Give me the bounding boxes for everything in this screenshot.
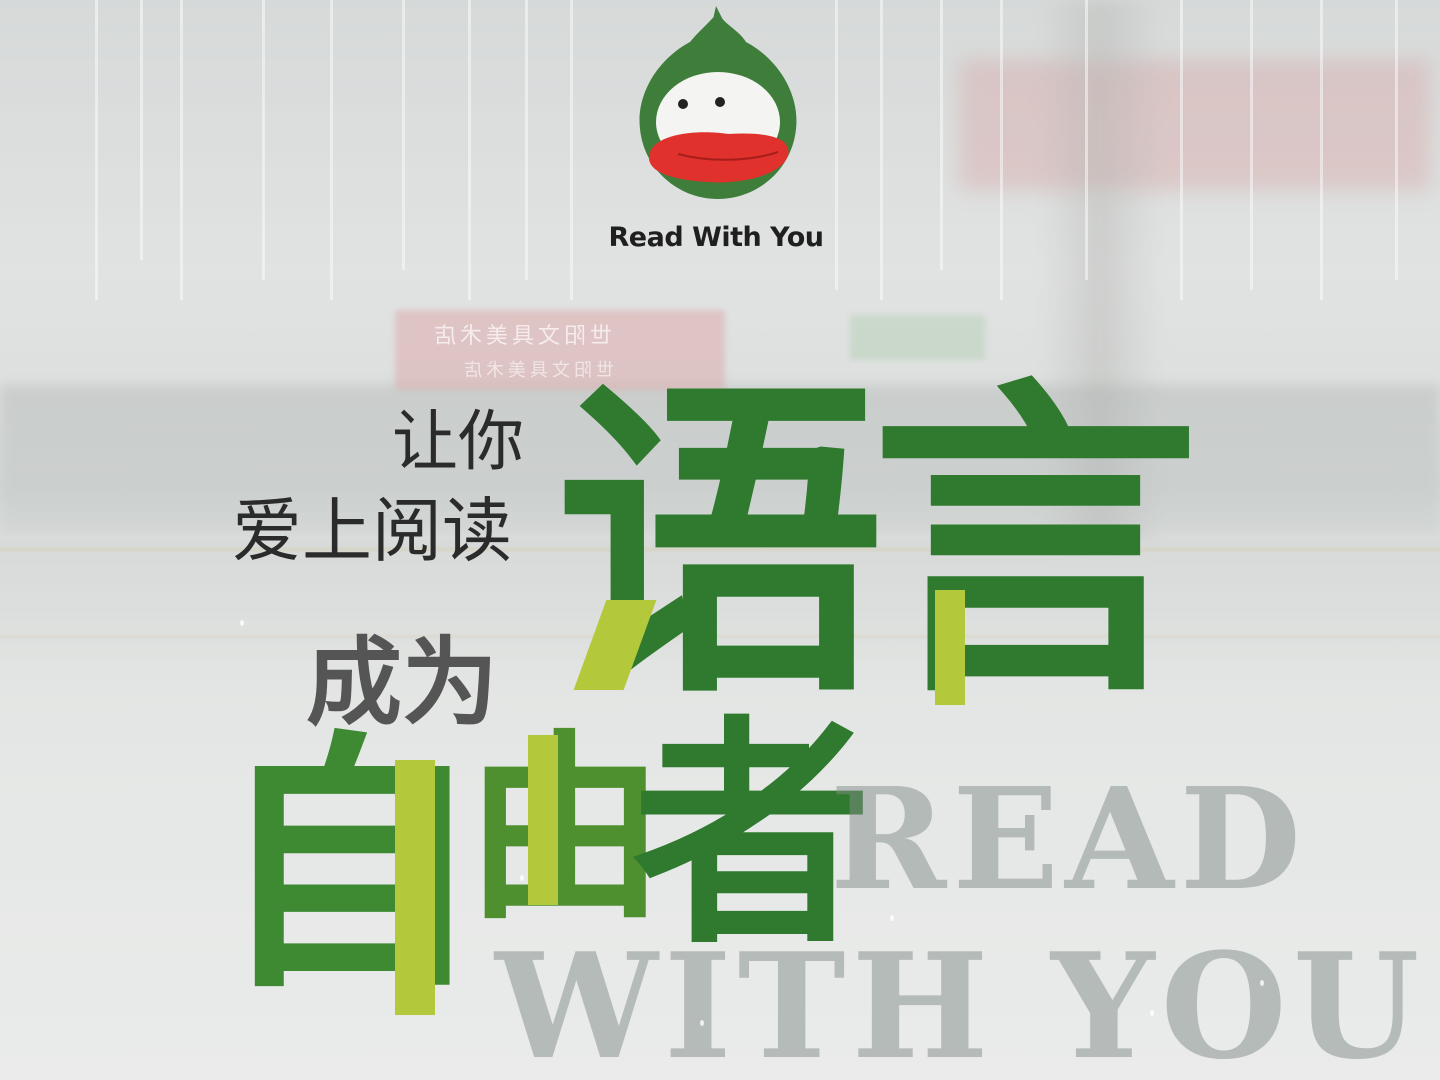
slogan-line-3: 成为 (306, 627, 498, 739)
water-droplet (700, 1020, 704, 1026)
headline-char-you: 由 (465, 712, 666, 947)
glass-streak (95, 0, 98, 300)
blurred-red-sign (960, 60, 1430, 190)
blurred-road (0, 540, 1440, 660)
blurred-tree-row (0, 385, 1440, 535)
mascot-tuft (712, 6, 726, 26)
glass-streak (262, 0, 265, 280)
water-droplet (520, 875, 524, 881)
road-marking (0, 635, 1440, 638)
glass-streak (1085, 0, 1088, 280)
glass-streak (835, 0, 838, 290)
headline-char-yan: 言 (870, 349, 1200, 737)
watermark-read: READ (830, 758, 1308, 922)
glass-streak (880, 0, 883, 300)
monkey-mascot-logo (639, 6, 797, 199)
water-droplet (1150, 1010, 1154, 1016)
mascot-left-eye (678, 99, 688, 109)
glass-streak (1250, 0, 1253, 290)
blurred-tree-trunk (1040, 0, 1160, 560)
glass-streak (525, 0, 528, 280)
lime-accent (395, 760, 435, 1015)
mascot-right-eye (715, 97, 725, 107)
mascot-mouth (648, 132, 789, 183)
glass-streak (402, 0, 405, 270)
road-marking (0, 548, 1440, 551)
water-droplet (240, 620, 244, 626)
glass-streak (570, 0, 573, 300)
glass-streak (1320, 0, 1323, 300)
glass-streak (940, 0, 943, 270)
glass-streak (1180, 0, 1183, 300)
glass-streak (180, 0, 183, 300)
glass-streak (1395, 0, 1398, 280)
lime-accent (935, 590, 965, 705)
slogan-line-1: 让你 (392, 403, 524, 480)
reflected-store-sign (395, 310, 725, 390)
glass-streak (330, 0, 333, 300)
glass-streak (140, 0, 143, 260)
headline-char-zhe: 者 (632, 694, 873, 976)
watermark-with-you: WITH YOU (495, 922, 1426, 1080)
glass-streak (1000, 0, 1003, 300)
mascot-mouth-line (677, 151, 779, 161)
slogan-line-2: 爱上阅读 (232, 490, 512, 572)
headline-char-zi: 自 (215, 706, 485, 1024)
lime-accent (528, 735, 558, 905)
blurred-green-sign (850, 315, 985, 360)
water-droplet (890, 915, 894, 921)
water-droplet (1260, 980, 1264, 986)
brand-name: Read With You (608, 222, 824, 253)
glass-streak (468, 0, 471, 300)
